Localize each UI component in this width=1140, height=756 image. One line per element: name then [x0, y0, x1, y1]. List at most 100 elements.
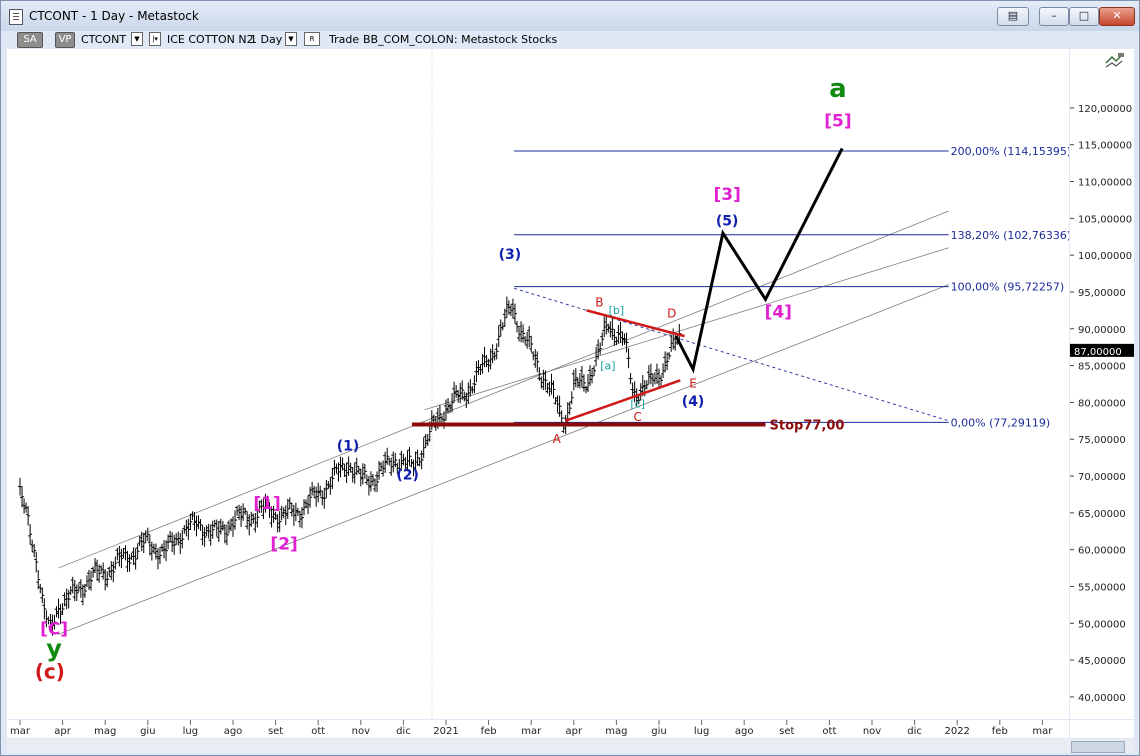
last-price-marker	[1070, 343, 1134, 357]
date-tick-label: ago	[735, 726, 754, 737]
date-tick-label: nov	[863, 726, 881, 737]
wave-label: y	[46, 634, 62, 662]
sa-button[interactable]: SA	[17, 32, 43, 48]
price-tick-label: 60,00000	[1078, 546, 1126, 557]
r-button[interactable]: R	[304, 32, 320, 46]
date-tick-label: feb	[992, 726, 1008, 737]
date-tick-label: ott	[311, 726, 325, 737]
trade-mode-label: Trade	[329, 33, 360, 46]
date-tick-label: lug	[183, 726, 198, 737]
price-tick-label: 100,00000	[1078, 251, 1132, 262]
date-tick-label: mag	[605, 726, 627, 737]
date-tick-label: feb	[481, 726, 497, 737]
price-tick-label: 120,00000	[1078, 104, 1132, 115]
date-tick-label: dic	[396, 726, 411, 737]
date-tick-label: mag	[94, 726, 116, 737]
period-label[interactable]: 1 Day	[250, 33, 283, 46]
price-tick-label: 85,00000	[1078, 362, 1126, 373]
wave-projection-path	[674, 147, 844, 374]
price-chart-area[interactable]: 200,00% (114,15395) 138,20% (102,76336) 10…	[7, 49, 1069, 719]
wave-label: [C]	[40, 619, 68, 639]
minimize-button[interactable]: –	[1039, 7, 1069, 26]
triangle-boundary-line	[564, 379, 681, 422]
date-tick-label: 2021	[433, 726, 458, 737]
price-chart[interactable]: 200,00% (114,15395) 138,20% (102,76336) 10…	[7, 49, 1069, 719]
horizontal-scrollbar[interactable]	[7, 739, 1134, 753]
date-axis[interactable]: mar apr mag giu lug ago set ott nov dic 2021 feb mar…	[7, 720, 1069, 738]
price-tick-label: 75,00000	[1078, 435, 1126, 446]
close-button[interactable]: ✕	[1099, 7, 1135, 26]
price-tick-label: 105,00000	[1078, 214, 1132, 225]
date-tick-label: nov	[352, 726, 370, 737]
date-tick-label: set	[779, 726, 794, 737]
maximize-button[interactable]: □	[1069, 7, 1099, 26]
trend-channel-line	[58, 284, 949, 635]
wave-label: [2]	[270, 535, 297, 555]
price-axis[interactable]: 40,00000 45,00000 50,00000 55,00000 60,00000…	[1070, 49, 1134, 719]
date-tick-label: lug	[694, 726, 709, 737]
price-tick-label: 65,00000	[1078, 509, 1126, 520]
price-tick-label: 40,00000	[1078, 693, 1126, 704]
price-tick-label: 45,00000	[1078, 656, 1126, 667]
fibonacci-level-label: 100,00% (95,72257)	[951, 281, 1065, 294]
wave-label: D	[667, 307, 676, 321]
date-tick-label: set	[268, 726, 283, 737]
price-tick-label: 95,00000	[1078, 288, 1126, 299]
wave-label: [c]	[630, 398, 645, 411]
wave-label: (4)	[682, 394, 705, 410]
date-tick-label: dic	[907, 726, 922, 737]
fibonacci-level-label: 138,20% (102,76336)	[951, 229, 1069, 242]
symbol-dropdown-button[interactable]: ▼	[131, 32, 143, 46]
wave-label: [b]	[609, 304, 625, 317]
restore-window-button[interactable]: ▤	[997, 7, 1029, 26]
price-tick-label: 50,00000	[1078, 619, 1126, 630]
wave-label: B	[595, 296, 603, 310]
wave-label: C	[634, 410, 642, 424]
date-tick-label: ago	[224, 726, 243, 737]
chart-tools-icon[interactable]	[1105, 53, 1124, 68]
wave-label: [5]	[824, 111, 851, 131]
wave-label: [4]	[765, 303, 792, 323]
window-title: CTCONT - 1 Day - Metastock	[29, 9, 199, 23]
price-tick-label: 90,00000	[1078, 325, 1126, 336]
axis-corner	[1070, 720, 1134, 738]
period-dropdown-button[interactable]: ▼	[285, 32, 297, 46]
wave-label: (5)	[716, 214, 739, 230]
symbol-list-icon[interactable]: |▾	[149, 32, 161, 46]
dashed-trendline	[514, 287, 949, 422]
wave-label: [a]	[600, 359, 615, 372]
symbol-label[interactable]: CTCONT	[81, 33, 127, 46]
wave-label: a	[829, 74, 847, 104]
chart-toolbar: SA VP CTCONT ▼ |▾ ICE COTTON N2 1 Day ▼ …	[7, 31, 1069, 49]
wave-label: (2)	[396, 468, 419, 484]
stop-label: Stop77,00	[770, 418, 845, 433]
date-tick-label: giu	[140, 726, 155, 737]
wave-label: (3)	[499, 247, 522, 263]
price-tick-label: 70,00000	[1078, 472, 1126, 483]
trend-channel-line	[424, 247, 949, 411]
scrollbar-thumb[interactable]	[1071, 741, 1125, 753]
last-price-label: 87,00000	[1074, 347, 1122, 358]
wave-label: [3]	[713, 185, 740, 205]
wave-label: A	[553, 432, 562, 446]
price-tick-label: 55,00000	[1078, 582, 1126, 593]
trend-channel-line	[58, 210, 949, 569]
vp-button[interactable]: VP	[55, 32, 75, 48]
date-tick-label: apr	[54, 726, 71, 737]
price-tick-label: 115,00000	[1078, 141, 1132, 152]
wave-label: (c)	[35, 660, 65, 684]
date-tick-label: 2022	[944, 726, 969, 737]
date-tick-label: ott	[822, 726, 836, 737]
price-tick-label: 80,00000	[1078, 398, 1126, 409]
title-bar[interactable]: CTCONT - 1 Day - Metastock ▤ – □ ✕	[1, 1, 1139, 31]
date-axis-svg: mar apr mag giu lug ago set ott nov dic 2021 feb mar…	[10, 720, 1053, 737]
chart-document-icon	[9, 9, 23, 25]
price-axis-svg: 40,00000 45,00000 50,00000 55,00000 60,00000…	[1070, 53, 1134, 704]
date-tick-label: mar	[10, 726, 31, 737]
triangle-boundary-line	[586, 309, 685, 338]
database-label: BB_COM_COLON: Metastock Stocks	[363, 33, 558, 46]
fibonacci-level-label: 0,00% (77,29119)	[951, 416, 1051, 429]
date-tick-label: mar	[521, 726, 542, 737]
wave-label: (1)	[337, 438, 360, 454]
